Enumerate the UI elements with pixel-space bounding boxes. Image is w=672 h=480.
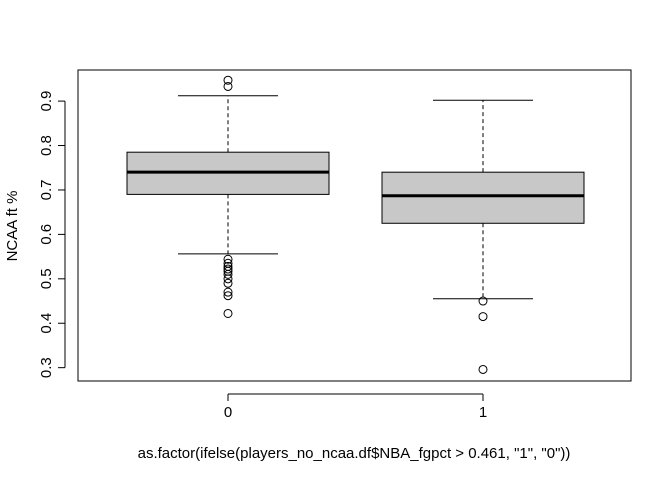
outlier-point	[223, 254, 233, 264]
y-tick-label: 0.3	[38, 357, 55, 378]
outlier-point	[478, 364, 488, 374]
x-tick-label: 0	[224, 404, 232, 421]
y-tick-label: 0.6	[38, 224, 55, 245]
outlier-point	[223, 291, 233, 301]
outlier-point	[223, 269, 233, 279]
y-axis-label: NCAA ft %	[4, 191, 21, 262]
outlier-point	[223, 278, 233, 288]
outlier-point	[223, 75, 233, 85]
x-axis-label: as.factor(ifelse(players_no_ncaa.df$NBA_…	[138, 445, 571, 462]
box-group-1	[381, 99, 585, 374]
y-tick-label: 0.7	[38, 180, 55, 201]
plot-frame	[77, 69, 632, 382]
y-tick-label: 0.4	[38, 313, 55, 334]
outlier-point	[478, 296, 488, 306]
outlier-point	[223, 308, 233, 318]
x-tick-label: 1	[479, 404, 487, 421]
box-group-0	[126, 75, 330, 318]
plot-area	[126, 75, 585, 374]
outlier-point	[223, 264, 233, 274]
y-tick-label: 0.9	[38, 91, 55, 112]
iqr-box	[381, 171, 585, 224]
outlier-point	[223, 274, 233, 284]
y-tick-label: 0.5	[38, 268, 55, 289]
outlier-point	[223, 287, 233, 297]
outlier-point	[223, 81, 233, 91]
outlier-point	[478, 312, 488, 322]
y-tick-label: 0.8	[38, 135, 55, 156]
y-axis: 0.3 0.4 0.5 0.6 0.7 0.8 0.9	[38, 91, 66, 378]
